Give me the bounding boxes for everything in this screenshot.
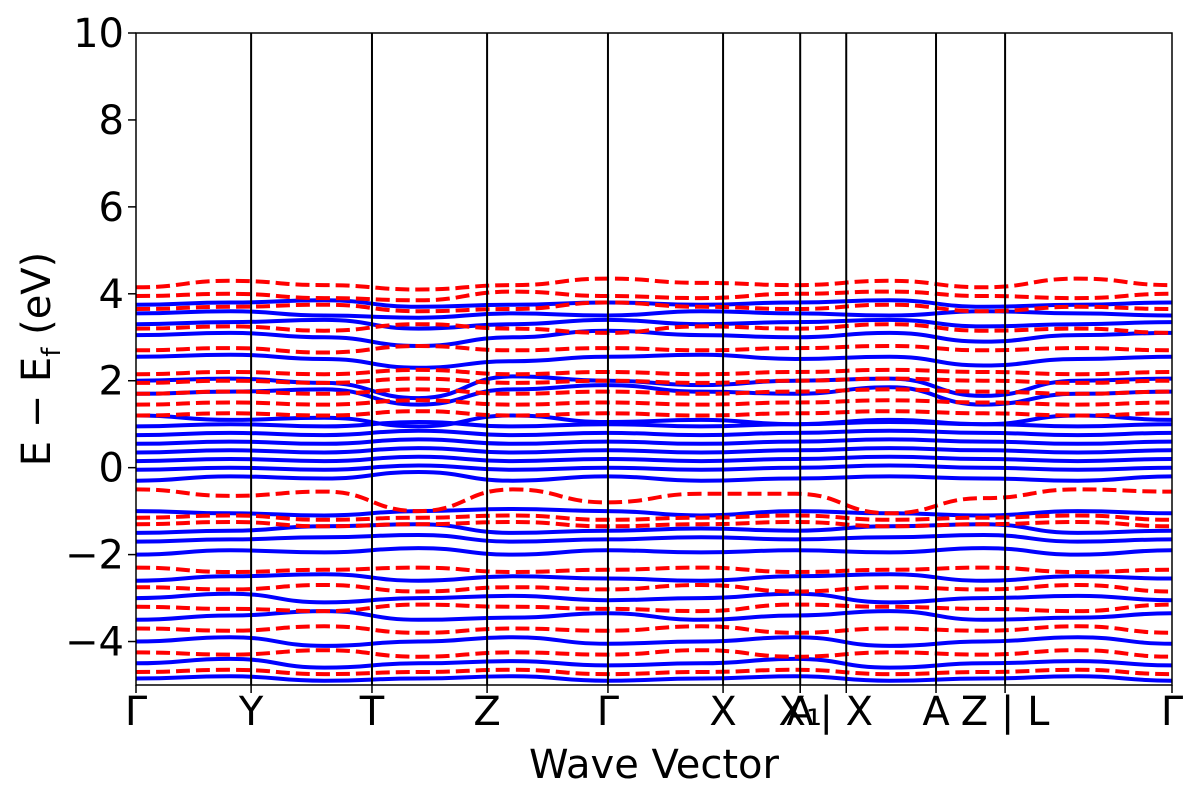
x-tick-label: | X [819, 689, 873, 735]
x-tick-label: A [922, 689, 950, 735]
spin-up-band [136, 428, 1172, 438]
spin-up-band [136, 298, 1172, 309]
spin-up-band [136, 532, 1172, 544]
x-tick-label: T [359, 689, 385, 735]
spin-up-band [136, 469, 1172, 483]
x-tick-label: Γ [125, 689, 148, 735]
y-tick-label: 0 [99, 446, 124, 492]
spin-down-band [136, 398, 1172, 407]
plot-frame [135, 32, 1173, 686]
spin-up-band [136, 506, 1172, 518]
spin-up-band [136, 463, 1172, 472]
x-tick-label: Z [473, 689, 500, 735]
spin-up-band [136, 674, 1172, 683]
band-lines [136, 276, 1172, 683]
spin-down-band [136, 409, 1172, 418]
spin-down-band [136, 602, 1172, 614]
spin-down-band [136, 487, 1172, 516]
x-tick-label: X₁ [778, 689, 821, 735]
y-tick-label: 2 [99, 359, 124, 405]
y-axis-label-main: E − E [14, 357, 60, 467]
spin-up-band [136, 437, 1172, 446]
y-tick-label: −2 [65, 533, 124, 579]
y-tick-label: 4 [99, 272, 124, 318]
spin-up-band [136, 572, 1172, 583]
spin-down-band [136, 300, 1172, 314]
spin-up-band [136, 383, 1172, 407]
spin-down-band [136, 376, 1172, 385]
spin-down-band [136, 367, 1172, 377]
spin-up-band [136, 413, 1172, 429]
y-axis-ticks: −4 −2 0 2 4 6 8 10 [65, 11, 136, 666]
spin-down-band [136, 565, 1172, 575]
spin-up-band [136, 328, 1172, 349]
spin-down-band [136, 519, 1172, 529]
x-tick-label: A [787, 689, 815, 735]
spin-down-band [136, 322, 1172, 335]
y-tick-label: 8 [99, 98, 124, 144]
spin-up-band [136, 656, 1172, 670]
spin-up-band [136, 546, 1172, 557]
spin-down-band [136, 513, 1172, 522]
spin-up-band [136, 591, 1172, 605]
y-tick-label: 10 [73, 11, 124, 57]
y-tick-label: −4 [65, 620, 124, 666]
spin-down-band [136, 667, 1172, 677]
x-tick-label: X [709, 689, 736, 735]
spin-down-band [136, 387, 1172, 396]
y-axis-label: E − Ef (eV) [14, 252, 67, 467]
y-axis-label-unit: (eV) [14, 252, 60, 348]
spin-up-band [136, 635, 1172, 648]
spin-down-band [136, 276, 1172, 292]
spin-down-band [136, 648, 1172, 659]
x-axis-label: Wave Vector [529, 742, 780, 788]
spin-down-band [136, 624, 1172, 635]
y-axis-label-subscript: f [37, 347, 67, 357]
spin-up-band [136, 446, 1172, 455]
spin-up-band [136, 352, 1172, 370]
spin-down-band [136, 582, 1172, 594]
x-tick-label: Z | L [961, 689, 1050, 735]
high-symmetry-lines [250, 33, 1007, 685]
x-tick-label: Y [238, 689, 264, 735]
spin-up-band [136, 454, 1172, 464]
spin-up-band [136, 317, 1172, 331]
x-tick-label: Γ [597, 689, 620, 735]
x-tick-label: Γ [1161, 689, 1184, 735]
y-tick-label: 6 [99, 185, 124, 231]
